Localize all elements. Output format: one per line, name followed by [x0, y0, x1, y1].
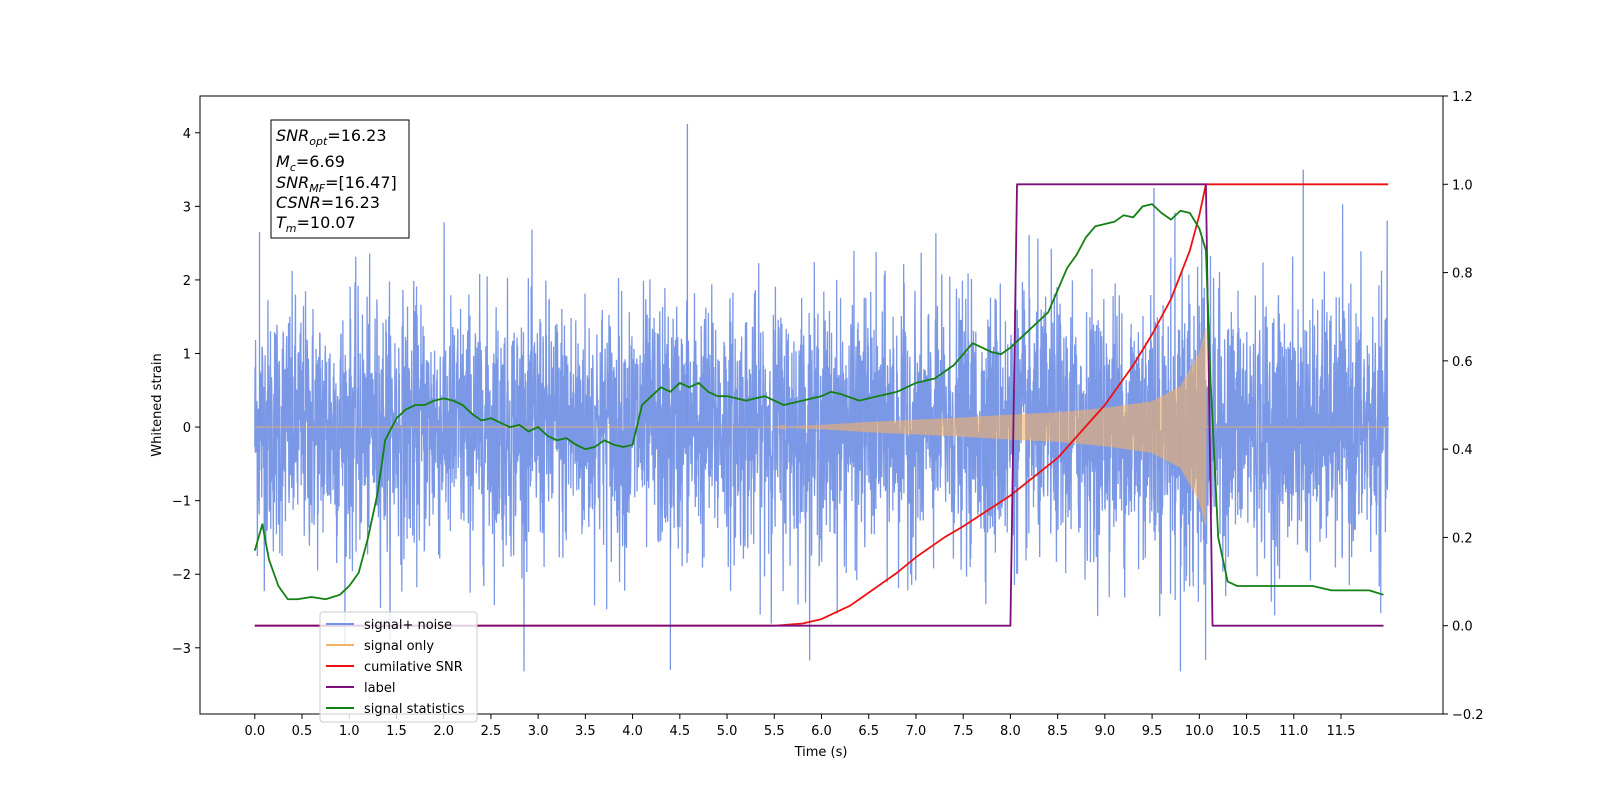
- x-tick-label: 0.5: [292, 724, 313, 739]
- y-left-tick-label: 4: [183, 127, 191, 142]
- y-right-tick-label: 1.0: [1452, 178, 1473, 193]
- y-right-tick-label: −0.2: [1452, 708, 1484, 723]
- annotation-mc: Mc=6.69: [276, 152, 345, 174]
- x-tick-label: 6.5: [858, 724, 879, 739]
- legend: signal+ noise signal only cumilative SNR…: [319, 611, 478, 723]
- y-axis-left: −3 −2 −1 0 1 2 3 4: [172, 127, 200, 657]
- x-tick-label: 11.0: [1279, 724, 1308, 739]
- legend-frame: [319, 611, 478, 723]
- y-right-tick-label: 0.4: [1452, 443, 1473, 458]
- annotation-tm: Tm=10.07: [276, 213, 356, 235]
- x-tick-label: 4.5: [669, 724, 690, 739]
- y-left-tick-label: 1: [183, 348, 191, 363]
- legend-entry-signal-noise: signal+ noise: [326, 618, 452, 633]
- y-left-tick-label: 0: [183, 421, 191, 436]
- x-tick-label: 6.0: [811, 724, 832, 739]
- x-tick-label: 9.5: [1142, 724, 1163, 739]
- x-tick-label: 9.0: [1095, 724, 1116, 739]
- legend-label-signal-statistics: signal statistics: [364, 702, 465, 717]
- x-tick-label: 10.5: [1232, 724, 1261, 739]
- x-tick-label: 0.0: [244, 724, 265, 739]
- legend-label-signal-only: signal only: [364, 639, 434, 654]
- series-cumilative-snr: [254, 183, 1389, 627]
- series-signal-statistics: [253, 203, 1384, 601]
- x-tick-label: 2.0: [433, 724, 454, 739]
- legend-entry-signal-only: signal only: [326, 639, 434, 654]
- x-tick-label: 3.5: [575, 724, 596, 739]
- y-right-tick-label: 0.6: [1452, 355, 1473, 370]
- annotation-box: SNRopt=16.23 Mc=6.69 SNRMF=[16.47] CSNR=…: [270, 119, 410, 239]
- series-label: [254, 183, 1384, 627]
- x-axis: 0.0 0.5 1.0 1.5 2.0 2.5 3.0 3.5 4.0 4.5 5.0 5.5 6.0 6…: [244, 714, 1355, 739]
- y-left-tick-label: 2: [183, 274, 191, 289]
- legend-entry-label: label: [326, 681, 395, 696]
- y-left-tick-label: −3: [172, 642, 191, 657]
- x-tick-label: 5.5: [764, 724, 785, 739]
- y-right-tick-label: 0.2: [1452, 531, 1473, 546]
- y-right-tick-label: 0.8: [1452, 267, 1473, 282]
- x-tick-label: 3.0: [528, 724, 549, 739]
- x-tick-label: 8.0: [1000, 724, 1021, 739]
- series-signal-only: [254, 328, 1389, 526]
- x-axis-title: Time (s): [794, 745, 848, 760]
- x-tick-label: 7.5: [953, 724, 974, 739]
- annotation-frame: [270, 119, 410, 239]
- y-left-tick-label: −1: [172, 495, 191, 510]
- x-tick-label: 10.0: [1185, 724, 1214, 739]
- y-left-tick-label: −2: [172, 568, 191, 583]
- x-tick-label: 11.5: [1327, 724, 1356, 739]
- legend-entry-signal-statistics: signal statistics: [326, 702, 465, 717]
- x-tick-label: 8.5: [1047, 724, 1068, 739]
- x-tick-label: 1.5: [386, 724, 407, 739]
- x-tick-label: 7.0: [906, 724, 927, 739]
- x-tick-label: 2.5: [481, 724, 502, 739]
- annotation-snr-opt: SNRopt=16.23: [276, 126, 387, 148]
- legend-entry-cumilative-snr: cumilative SNR: [326, 660, 463, 675]
- x-tick-label: 1.0: [339, 724, 360, 739]
- y-axis-left-title: Whitened strain: [150, 353, 165, 456]
- y-right-tick-label: 0.0: [1452, 620, 1473, 635]
- annotation-csnr: CSNR=16.23: [276, 193, 380, 212]
- legend-label-cumilative-snr: cumilative SNR: [364, 660, 463, 675]
- plot-area: [253, 123, 1389, 672]
- x-tick-label: 4.0: [622, 724, 643, 739]
- legend-label-signal-noise: signal+ noise: [364, 618, 452, 633]
- legend-label-label: label: [364, 681, 395, 696]
- y-axis-right: −0.2 0.0 0.2 0.4 0.6 0.8 1.0 1.2: [1443, 90, 1484, 723]
- y-left-tick-label: 3: [183, 200, 191, 215]
- y-right-tick-label: 1.2: [1452, 90, 1473, 105]
- annotation-snr-mf: SNRMF=[16.47]: [276, 173, 397, 195]
- x-tick-label: 5.0: [717, 724, 738, 739]
